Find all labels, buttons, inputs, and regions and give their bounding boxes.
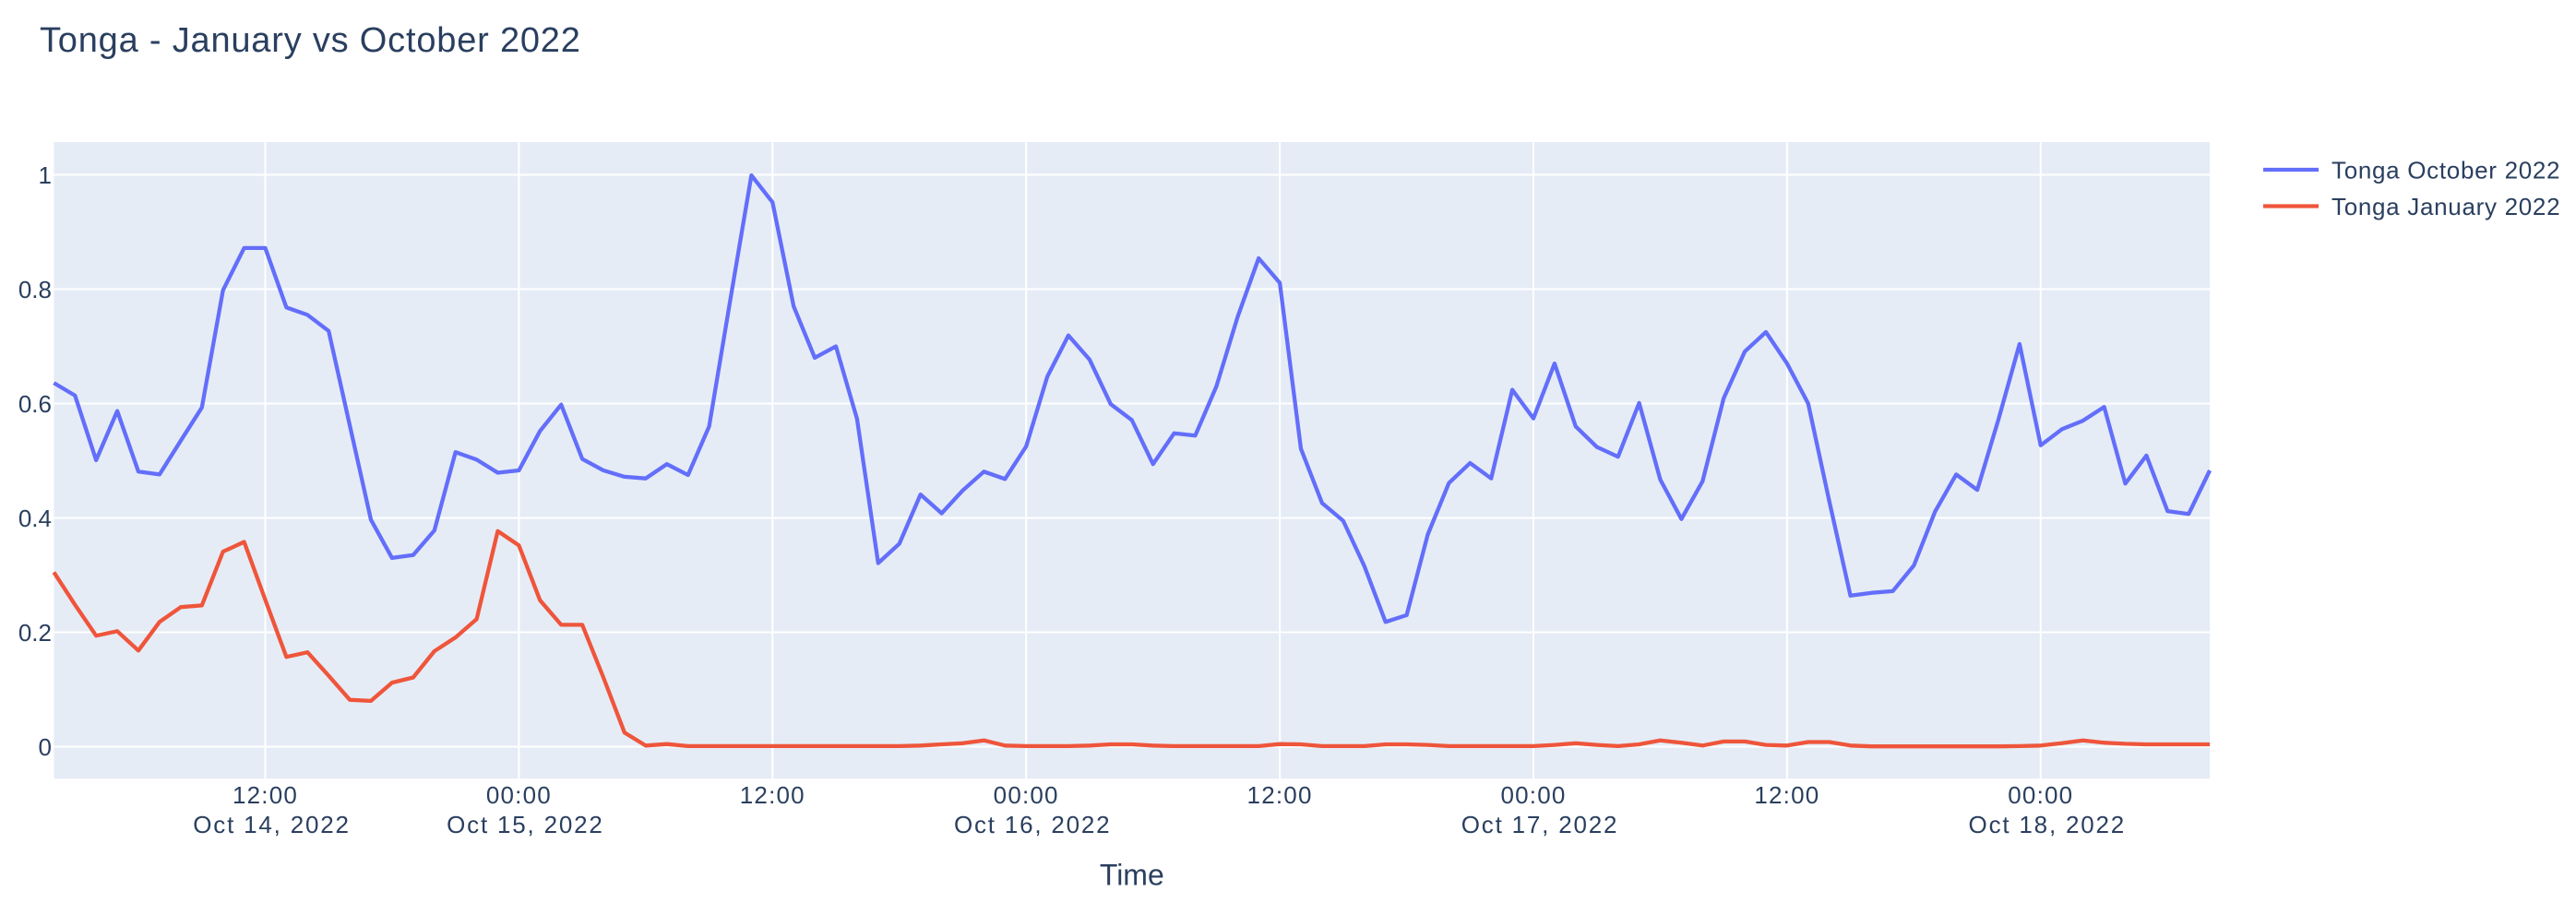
svg-text:0.6: 0.6 (18, 390, 52, 418)
svg-text:Oct 15, 2022: Oct 15, 2022 (447, 811, 603, 838)
svg-text:Oct 16, 2022: Oct 16, 2022 (954, 811, 1111, 838)
svg-text:12:00: 12:00 (1247, 781, 1313, 809)
svg-text:12:00: 12:00 (1754, 781, 1819, 809)
svg-text:0.4: 0.4 (18, 505, 52, 532)
svg-text:Tonga October 2022: Tonga October 2022 (2332, 157, 2560, 184)
svg-text:0.2: 0.2 (18, 619, 52, 647)
svg-text:12:00: 12:00 (740, 781, 805, 809)
svg-text:Oct 17, 2022: Oct 17, 2022 (1461, 811, 1618, 838)
svg-text:1: 1 (39, 161, 52, 189)
svg-text:0.8: 0.8 (18, 276, 52, 303)
svg-text:00:00: 00:00 (486, 781, 552, 809)
svg-text:Oct 14, 2022: Oct 14, 2022 (193, 811, 350, 838)
svg-text:00:00: 00:00 (2008, 781, 2073, 809)
svg-text:00:00: 00:00 (994, 781, 1059, 809)
svg-text:00:00: 00:00 (1500, 781, 1566, 809)
svg-text:Time: Time (1100, 859, 1164, 892)
svg-text:0: 0 (39, 733, 52, 761)
svg-text:Oct 18, 2022: Oct 18, 2022 (1969, 811, 2126, 838)
svg-text:12:00: 12:00 (233, 781, 298, 809)
svg-text:Tonga January 2022: Tonga January 2022 (2332, 193, 2560, 220)
svg-text:Tonga - January vs October 202: Tonga - January vs October 2022 (40, 21, 581, 60)
